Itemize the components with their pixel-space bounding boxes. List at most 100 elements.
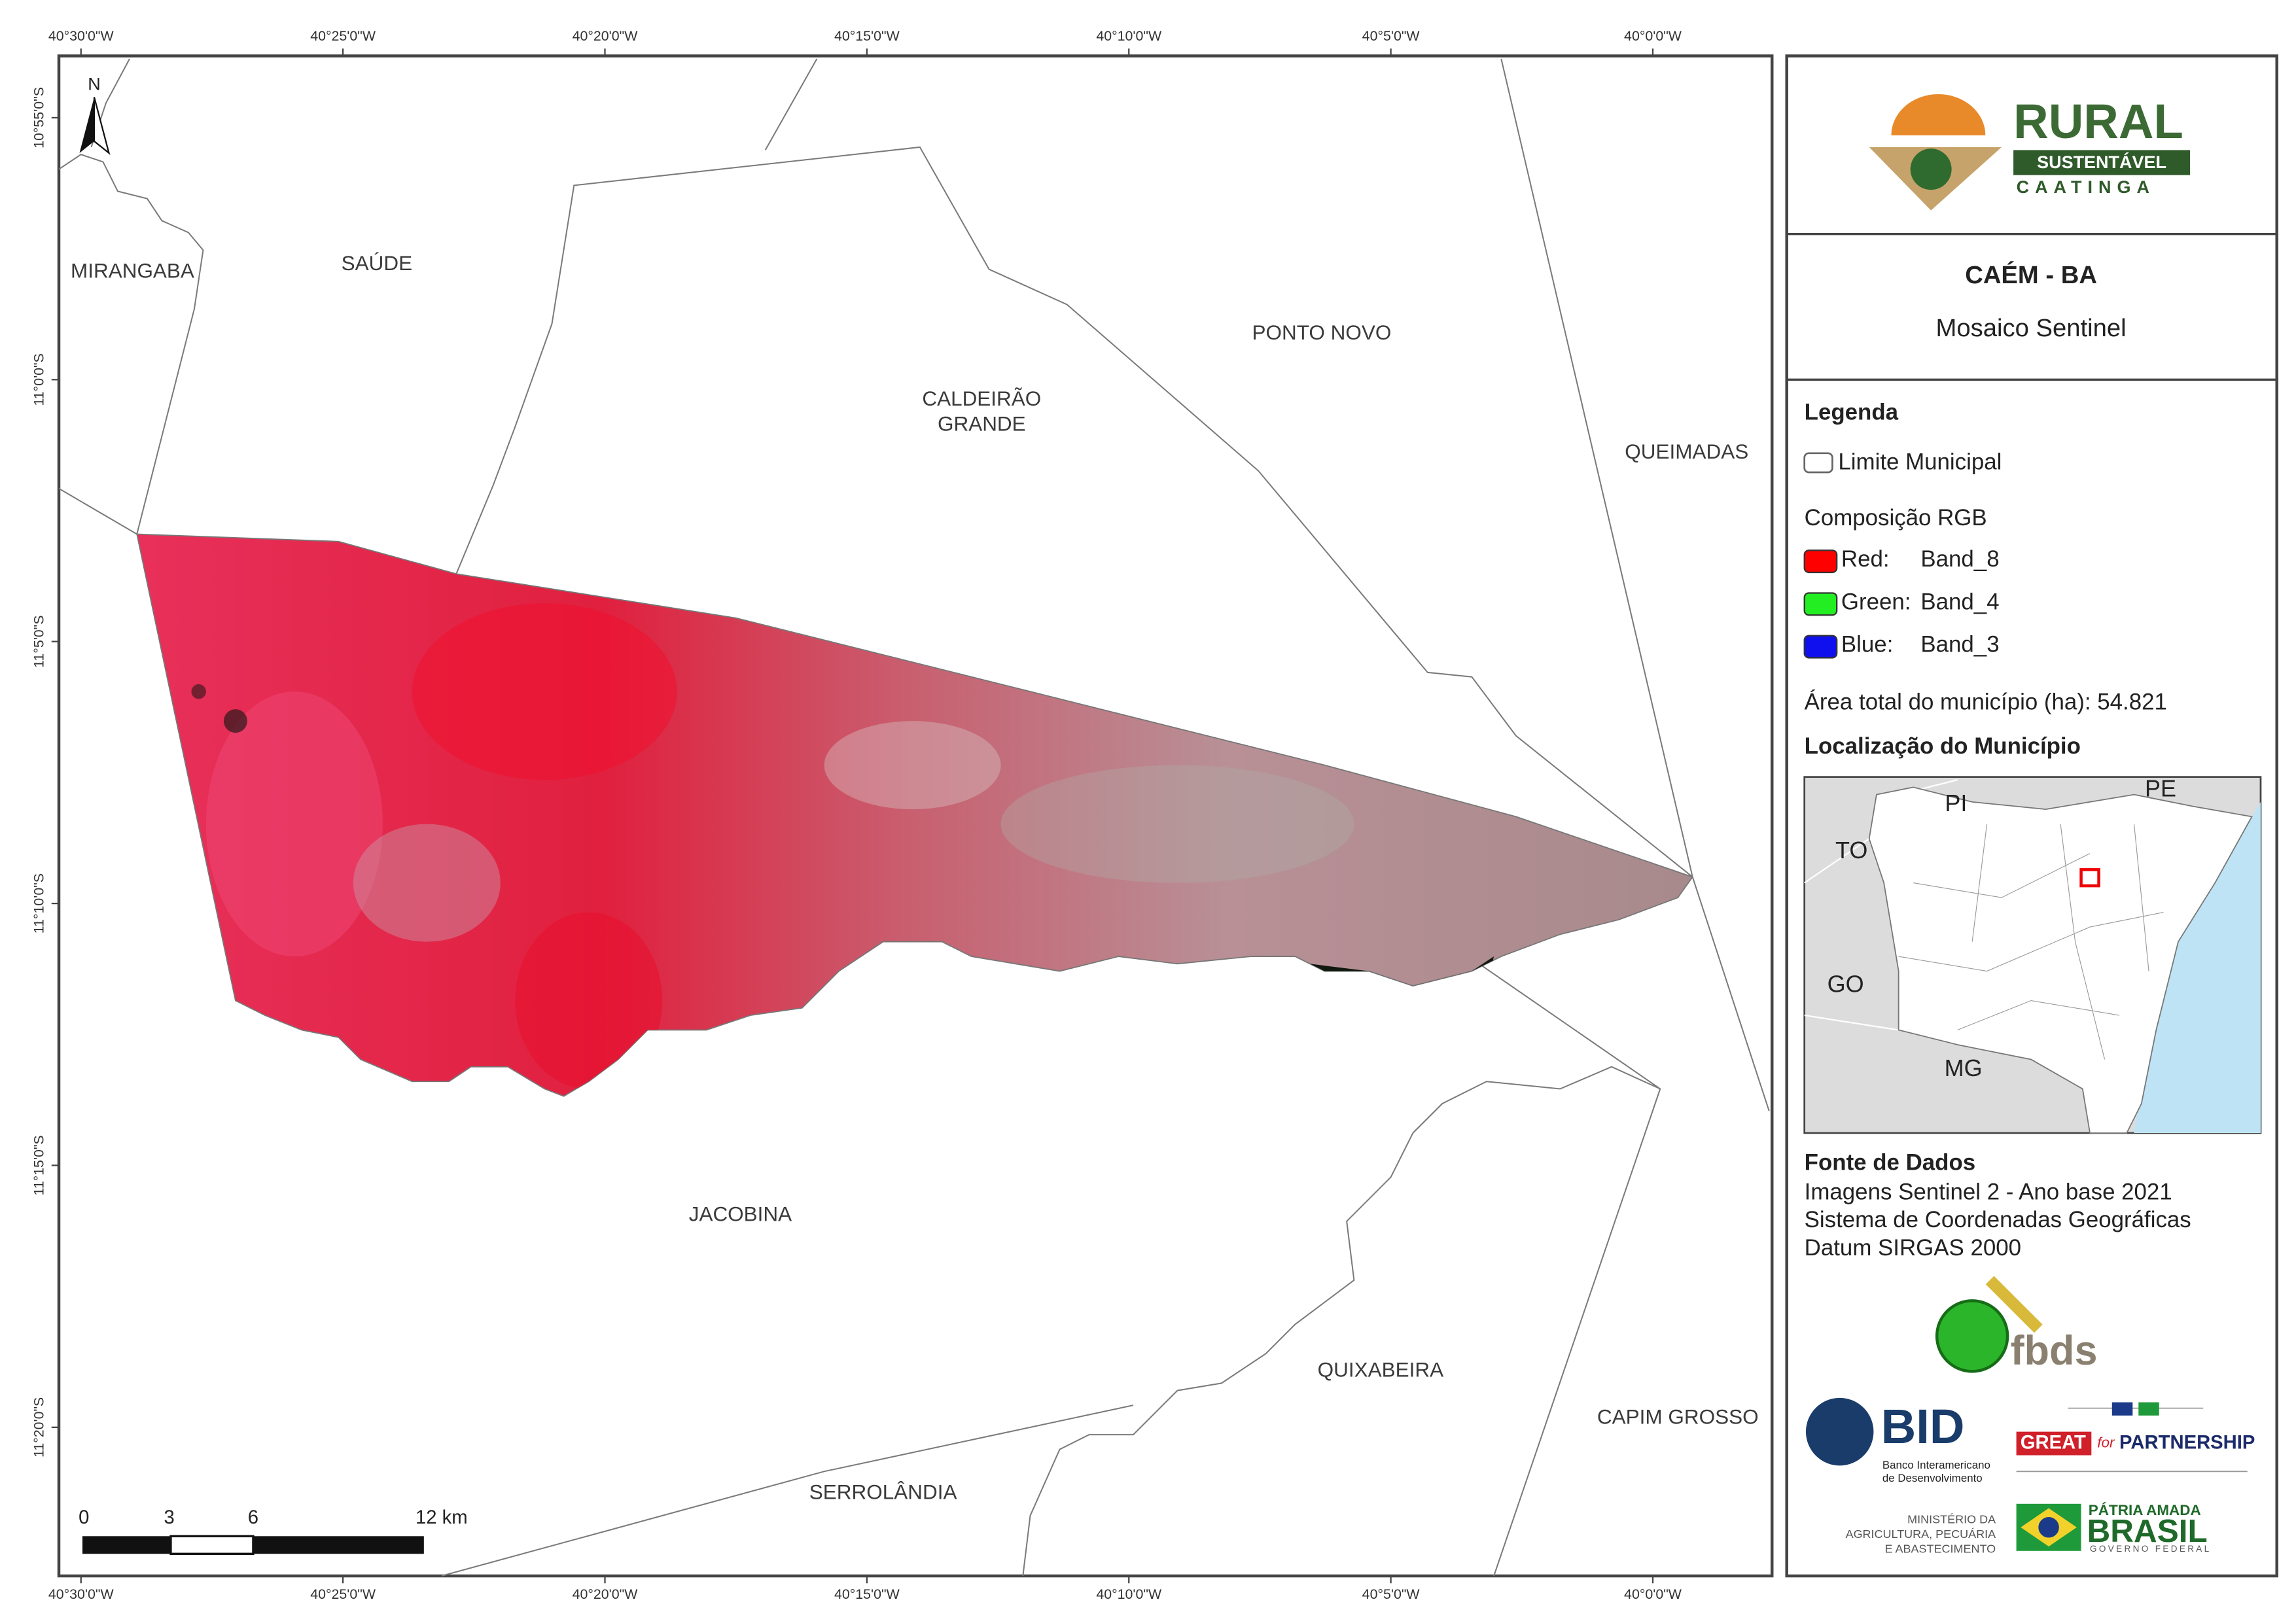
location-inset: PI PE TO GO MG — [1803, 775, 2262, 1134]
north-label: N — [88, 75, 101, 94]
band-channel: Red: — [1841, 546, 1890, 572]
logo-text: BID — [1881, 1399, 1965, 1454]
dark-patch — [191, 684, 206, 699]
scale-label: 3 — [164, 1507, 175, 1528]
map-subtitle: Mosaico Sentinel — [1936, 314, 2127, 342]
municipality-label: SAÚDE — [342, 251, 412, 275]
graticule-labels: 40°30'0"W 40°30'0"W 40°25'0"W 40°25'0"W 40°2… — [31, 28, 1682, 1602]
municipality-label: SERROLÂNDIA — [809, 1480, 957, 1503]
north-arrow-half — [79, 97, 94, 153]
boundary — [441, 1405, 1134, 1577]
state-label: TO — [1835, 837, 1867, 864]
state-label: PI — [1945, 790, 1967, 816]
flag — [2138, 1402, 2159, 1416]
logo-bar — [1985, 1276, 2043, 1333]
band-swatch — [1803, 635, 1838, 659]
municipality-label: QUEIMADAS — [1625, 440, 1748, 463]
inset-municipalities — [1898, 824, 2164, 1060]
x-tick-label: 40°25'0"W — [310, 28, 376, 44]
side-panel: RURAL SUSTENTÁVEL CAATINGA CAÉM - BA Mos… — [1785, 54, 2278, 1578]
municipality-label: CAPIM GROSSO — [1597, 1405, 1759, 1429]
north-arrow: N — [79, 75, 111, 155]
municipality-label: MIRANGABA — [71, 258, 194, 282]
municipality-label: QUIXABEIRA — [1318, 1358, 1443, 1382]
legend-swatch — [1803, 452, 1833, 474]
source-line: Imagens Sentinel 2 - Ano base 2021 — [1805, 1179, 2172, 1204]
legend-heading: Legenda — [1805, 399, 1899, 425]
great-logo: GREAT for PARTNERSHIP — [2016, 1402, 2255, 1473]
municipality-label: JACOBINA — [689, 1202, 792, 1225]
logo-text: PARTNERSHIP — [2119, 1432, 2255, 1453]
x-tick-label: 40°5'0"W — [1362, 1586, 1421, 1602]
map-title: CAÉM - BA — [1965, 260, 2097, 289]
logo-sun — [1891, 94, 1986, 135]
source-line: Sistema de Coordenadas Geográficas — [1805, 1207, 2191, 1232]
boundary — [764, 58, 818, 150]
y-tick-label: 11°10'0"S — [31, 873, 46, 934]
logo-caption: Banco Interamericano — [1882, 1459, 1990, 1471]
brasil-text: GOVERNO FEDERAL — [2090, 1544, 2211, 1554]
x-tick-label: 40°20'0"W — [573, 28, 639, 44]
scale-bar: 0 3 6 12 km — [79, 1507, 468, 1555]
municipality-label: PONTO NOVO — [1252, 321, 1391, 344]
location-heading: Localização do Município — [1805, 733, 2081, 759]
band-swatch — [1803, 592, 1838, 616]
x-tick-label: 40°30'0"W — [48, 28, 115, 44]
x-tick-label: 40°15'0"W — [834, 28, 900, 44]
ministry-text: MINISTÉRIO DA — [1907, 1512, 1996, 1526]
texture — [824, 721, 1001, 810]
x-tick-label: 40°10'0"W — [1096, 28, 1162, 44]
flag — [2111, 1402, 2133, 1416]
logo-text: GREAT — [2021, 1432, 2086, 1453]
band-legend: Red: Band_8 Green: Band_4 Blue: Band_3 — [1803, 546, 2000, 659]
texture — [412, 603, 677, 780]
x-tick-label: 40°0'0"W — [1624, 1586, 1682, 1602]
x-tick-label: 40°25'0"W — [310, 1586, 376, 1602]
band-swatch — [1803, 550, 1838, 574]
boundary — [1022, 1066, 1661, 1577]
state-label: GO — [1828, 971, 1864, 998]
ministry-text: AGRICULTURA, PECUÁRIA — [1846, 1527, 1996, 1541]
scale-segment — [82, 1536, 171, 1554]
brasil-text: PÁTRIA AMADA — [2089, 1502, 2201, 1518]
area-text: Área total do município (ha): 54.821 — [1805, 689, 2167, 714]
scale-label: 6 — [248, 1507, 258, 1528]
x-tick-label: 40°10'0"W — [1096, 1586, 1162, 1602]
dark-patch — [223, 709, 247, 733]
boundary — [455, 146, 1693, 878]
map-area: MIRANGABA SAÚDE CALDEIRÃO GRANDE PONTO N… — [57, 54, 1774, 1578]
scale-label: 0 — [79, 1507, 89, 1528]
band-channel: Green: — [1841, 589, 1911, 614]
x-tick-label: 40°20'0"W — [573, 1586, 639, 1602]
brasil-flag — [2038, 1517, 2059, 1538]
scale-segment — [169, 1535, 255, 1555]
logo-tree — [1910, 148, 1952, 190]
logo-title: RURAL — [2013, 94, 2183, 148]
x-tick-label: 40°0'0"W — [1624, 28, 1682, 44]
logo-circle — [1805, 1397, 1874, 1466]
texture — [1000, 765, 1354, 883]
logo-text: for — [2097, 1435, 2115, 1451]
source-line: Datum SIRGAS 2000 — [1805, 1235, 2021, 1261]
logo-band — [2013, 150, 2191, 175]
band-channel: Blue: — [1841, 632, 1893, 657]
y-tick-label: 11°15'0"S — [31, 1135, 46, 1195]
x-tick-label: 40°30'0"W — [48, 1586, 115, 1602]
boundary — [58, 154, 204, 534]
state-label: MG — [1945, 1055, 1983, 1081]
north-arrow-half — [93, 97, 111, 155]
logo-subtitle: SUSTENTÁVEL — [2037, 152, 2166, 172]
logo-box — [2016, 1431, 2092, 1456]
band-name: Band_8 — [1920, 546, 1999, 572]
y-tick-label: 10°55'0"S — [31, 87, 46, 148]
brasil-text: BRASIL — [2087, 1513, 2208, 1549]
logo-caption: de Desenvolvimento — [1882, 1472, 1983, 1484]
y-tick-label: 11°0'0"S — [31, 353, 46, 406]
municipality-label: GRANDE — [938, 411, 1026, 435]
texture — [205, 691, 383, 957]
band-name: Band_3 — [1920, 632, 1999, 657]
logo-text: fbds — [2011, 1328, 2098, 1374]
legend-label: Limite Municipal — [1838, 449, 2002, 475]
x-tick-label: 40°15'0"W — [834, 1586, 900, 1602]
